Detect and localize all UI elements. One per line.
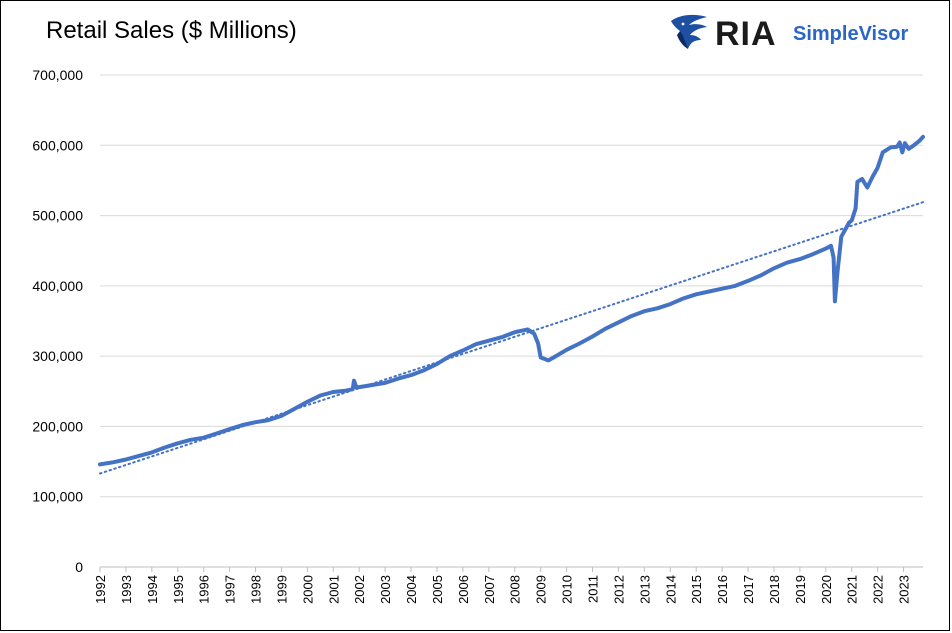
y-tick-label: 600,000 <box>32 137 83 153</box>
x-tick-label: 2018 <box>767 575 782 604</box>
x-tick-label: 2004 <box>404 575 419 604</box>
x-tick-label: 2015 <box>689 575 704 604</box>
x-tick-label: 2008 <box>508 575 523 604</box>
y-tick-label: 0 <box>75 559 83 575</box>
x-tick-label: 2003 <box>378 575 393 604</box>
x-tick-label: 1992 <box>93 575 108 604</box>
y-tick-label: 500,000 <box>32 208 83 224</box>
logo-wordmark-ria: RIA <box>715 15 777 53</box>
x-tick-label: 2005 <box>430 575 445 604</box>
x-tick-label: 1993 <box>119 575 134 604</box>
x-tick-label: 1997 <box>223 575 238 604</box>
x-tick-label: 1994 <box>145 575 160 604</box>
x-tick-label: 2012 <box>611 575 626 604</box>
x-tick-label: 2013 <box>637 575 652 604</box>
retail-sales-line <box>98 134 925 467</box>
y-tick-label: 300,000 <box>32 348 83 364</box>
x-tick-label: 2007 <box>482 575 497 604</box>
logo-wordmark-simplevisor: SimpleVisor <box>793 23 909 45</box>
x-tick-label: 2019 <box>793 575 808 604</box>
x-tick-label: 2016 <box>715 575 730 604</box>
x-tick-label: 2017 <box>741 575 756 604</box>
x-tick-label: 2006 <box>456 575 471 604</box>
y-tick-label: 400,000 <box>32 278 83 294</box>
x-tick-label: 2014 <box>663 575 678 604</box>
x-tick-label: 2001 <box>326 575 341 604</box>
x-tick-label: 1995 <box>171 575 186 604</box>
logo: RIA SimpleVisor <box>669 13 929 53</box>
x-tick-label: 2009 <box>534 575 549 604</box>
x-tick-label: 2002 <box>352 575 367 604</box>
x-tick-label: 1998 <box>249 575 264 604</box>
x-tick-label: 2010 <box>560 575 575 604</box>
chart-title: Retail Sales ($ Millions) <box>46 17 297 44</box>
eagle-icon <box>671 14 707 49</box>
x-tick-label: 1999 <box>274 575 289 604</box>
x-tick-label: 2023 <box>897 575 912 604</box>
trend-line <box>99 201 924 475</box>
y-tick-label: 700,000 <box>32 67 83 83</box>
x-tick-label: 2020 <box>819 575 834 604</box>
x-tick-label: 2021 <box>845 575 860 604</box>
x-tick-label: 2022 <box>871 575 886 604</box>
x-tick-label: 2011 <box>586 575 601 603</box>
y-tick-label: 200,000 <box>32 418 83 434</box>
x-tick-label: 1996 <box>197 575 212 604</box>
y-tick-label: 100,000 <box>32 489 83 505</box>
x-tick-label: 2000 <box>300 575 315 604</box>
